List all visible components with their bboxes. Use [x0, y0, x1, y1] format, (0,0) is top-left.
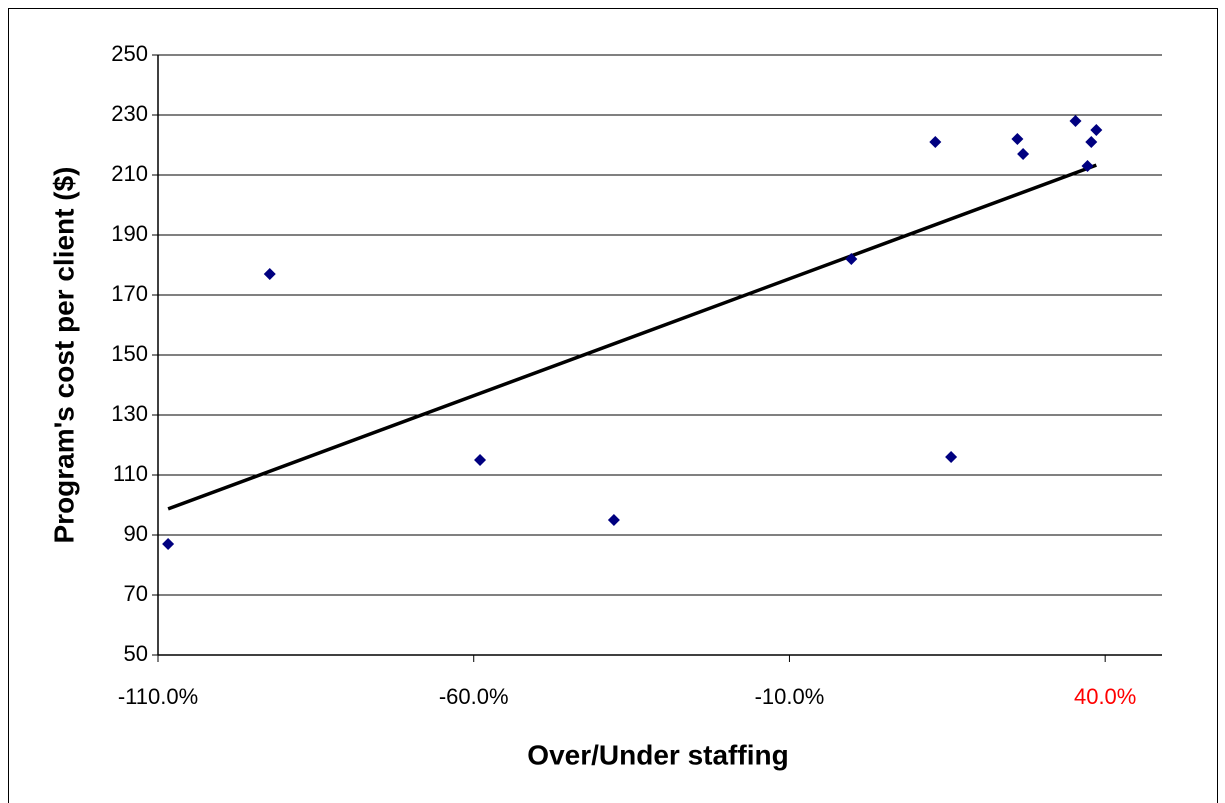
- data-point: [263, 268, 276, 280]
- y-tick-label: 90: [124, 521, 148, 546]
- data-point: [162, 538, 175, 550]
- data-point: [1011, 133, 1024, 145]
- y-tick-label: 170: [111, 281, 148, 306]
- y-axis-title: Program's cost per client ($): [48, 167, 79, 544]
- data-point: [945, 451, 958, 463]
- data-point: [1085, 136, 1098, 148]
- y-tick-label: 250: [111, 41, 148, 66]
- data-point: [1017, 148, 1030, 160]
- y-tick-label: 150: [111, 341, 148, 366]
- data-point: [929, 136, 942, 148]
- x-axis-title: Over/Under staffing: [527, 739, 788, 770]
- data-point: [1069, 115, 1082, 127]
- x-tick-label: -110.0%: [118, 684, 198, 709]
- data-point: [845, 253, 858, 265]
- y-tick-label: 210: [111, 161, 148, 186]
- x-tick-label: 40.0%: [1074, 684, 1136, 709]
- data-point: [1090, 124, 1103, 136]
- y-tick-label: 50: [124, 641, 148, 666]
- y-tick-label: 130: [111, 401, 148, 426]
- trendline: [167, 163, 1097, 511]
- data-point: [1081, 160, 1094, 172]
- y-tick-label: 70: [124, 581, 148, 606]
- data-point: [607, 514, 620, 526]
- x-tick-label: -60.0%: [439, 684, 509, 709]
- x-tick-label: -10.0%: [755, 684, 825, 709]
- y-tick-label: 190: [111, 221, 148, 246]
- data-point: [474, 454, 487, 466]
- y-tick-label: 230: [111, 101, 148, 126]
- y-tick-label: 110: [113, 461, 148, 486]
